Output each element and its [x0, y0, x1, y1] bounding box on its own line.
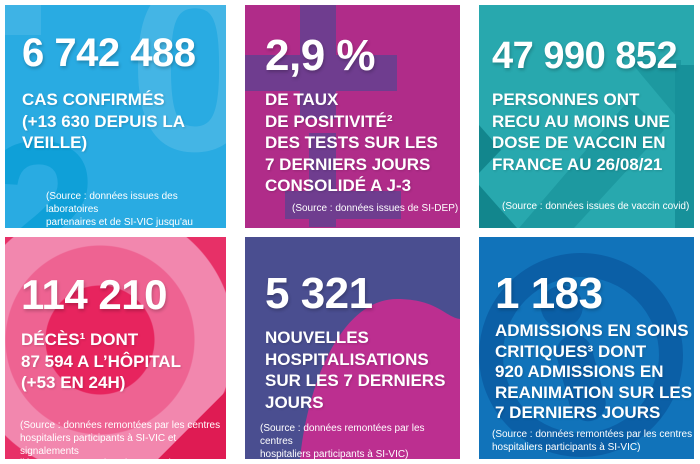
deaths-value: 114 210	[21, 271, 168, 318]
positivity-rate-value: 2,9 %	[265, 31, 376, 80]
panel-positivity-rate: 2,9 % DE TAUX DE POSITIVITÉ² DES TESTS S…	[245, 5, 460, 228]
critical-care-title: ADMISSIONS EN SOINS CRITIQUES³ DONT 920 …	[495, 321, 693, 422]
panel-critical-care: 1 183 ADMISSIONS EN SOINS CRITIQUES³ DON…	[479, 237, 694, 459]
confirmed-cases-value: 6 742 488	[22, 31, 196, 75]
panel-confirmed-cases: 2 0 6 742 488 CAS CONFIRMÉS (+13 630 DEP…	[5, 5, 226, 228]
positivity-rate-source: (Source : données issues de SI-DEP)	[292, 203, 459, 214]
panel-vaccinated-first-dose: 47 990 852 PERSONNES ONT RECU AU MOINS U…	[479, 5, 694, 228]
confirmed-cases-title: CAS CONFIRMÉS (+13 630 DEPUIS LA VEILLE)	[22, 90, 185, 152]
vaccinated-source: (Source : données issues de vaccin covid…	[502, 201, 690, 212]
hospitalizations-value: 5 321	[265, 269, 373, 318]
deaths-source: (Source : données remontées par les cent…	[20, 420, 221, 459]
deaths-title: DÉCÈS¹ DONT 87 594 A L’HÔPITAL (+53 EN 2…	[21, 330, 181, 392]
vaccinated-title: PERSONNES ONT RECU AU MOINS UNE DOSE DE …	[492, 90, 670, 174]
hospitalizations-source: (Source : données remontées par les cent…	[260, 423, 425, 459]
hospitalizations-title: NOUVELLES HOSPITALISATIONS SUR LES 7 DER…	[265, 328, 446, 412]
critical-care-source: (Source : données remontées par les cent…	[492, 429, 693, 453]
panel-new-hospitalizations: 5 321 NOUVELLES HOSPITALISATIONS SUR LES…	[245, 237, 460, 459]
positivity-rate-title: DE TAUX DE POSITIVITÉ² DES TESTS SUR LES…	[265, 90, 438, 195]
confirmed-cases-source: (Source : données issues des laboratoire…	[46, 191, 193, 228]
vaccinated-value: 47 990 852	[492, 35, 678, 77]
panel-deaths: 114 210 DÉCÈS¹ DONT 87 594 A L’HÔPITAL (…	[5, 237, 226, 459]
critical-care-value: 1 183	[495, 269, 603, 318]
